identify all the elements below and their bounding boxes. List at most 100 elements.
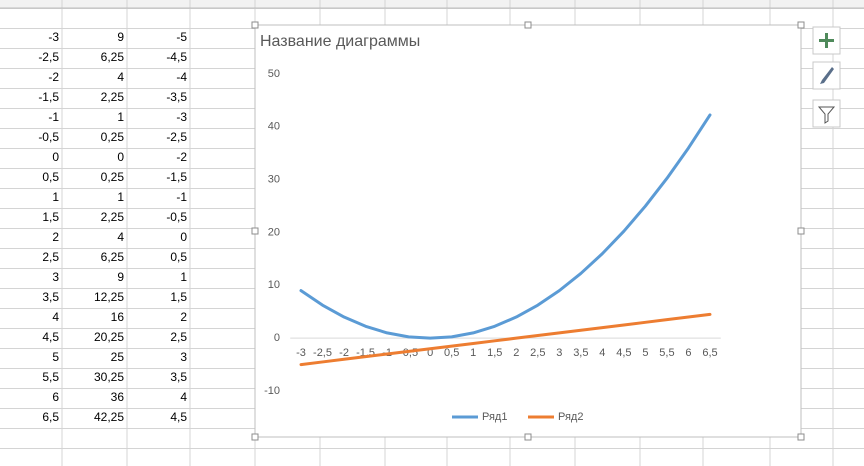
cell[interactable]: -2,5 (166, 130, 187, 144)
cell[interactable]: 3 (52, 270, 59, 284)
cell[interactable]: 1,5 (170, 290, 187, 304)
x-tick-label: 4 (599, 347, 605, 359)
cell[interactable]: 4,5 (170, 410, 187, 424)
cell[interactable]: 0,25 (101, 170, 125, 184)
cell[interactable]: 2,25 (101, 210, 125, 224)
cell[interactable]: 2,5 (170, 330, 187, 344)
cell[interactable]: -3,5 (166, 90, 187, 104)
cell[interactable]: -4,5 (166, 50, 187, 64)
cell[interactable]: 5,5 (42, 370, 59, 384)
resize-handle[interactable] (524, 433, 532, 441)
cell[interactable]: 1,5 (42, 210, 59, 224)
resize-handle[interactable] (797, 21, 805, 29)
y-tick-label: 30 (268, 174, 280, 186)
cell[interactable]: 0 (52, 150, 59, 164)
cell[interactable]: 2 (180, 310, 187, 324)
cell[interactable]: 9 (117, 30, 124, 44)
chart-buttons (812, 26, 841, 128)
cell[interactable]: 12,25 (94, 290, 124, 304)
resize-handle[interactable] (251, 433, 259, 441)
chart-frame[interactable] (254, 24, 802, 438)
cell[interactable]: 9 (117, 270, 124, 284)
x-tick-label: 5,5 (659, 347, 674, 359)
cell[interactable]: -2 (176, 150, 187, 164)
cell[interactable]: 6,25 (101, 50, 125, 64)
cell[interactable]: 6,5 (42, 410, 59, 424)
x-tick-label: 0 (427, 347, 433, 359)
cell[interactable]: 4 (52, 310, 59, 324)
chart-title[interactable]: Название диаграммы (260, 33, 420, 50)
series-line (299, 312, 712, 367)
x-tick-label: 1,5 (487, 347, 502, 359)
column-header-band (0, 0, 864, 8)
cell[interactable]: -0,5 (38, 130, 59, 144)
cell[interactable]: 6 (52, 390, 59, 404)
plus-icon (819, 33, 834, 48)
cell[interactable]: 6,25 (101, 250, 125, 264)
cell[interactable]: -2,5 (38, 50, 59, 64)
cell[interactable]: 3,5 (42, 290, 59, 304)
cell[interactable]: 2,5 (42, 250, 59, 264)
cell[interactable]: 25 (111, 350, 125, 364)
resize-handle[interactable] (251, 21, 259, 29)
cell[interactable]: 20,25 (94, 330, 124, 344)
cell[interactable]: 36 (111, 390, 125, 404)
cell[interactable]: -0,5 (166, 210, 187, 224)
cell[interactable]: -4 (176, 70, 187, 84)
cell[interactable]: 2,25 (101, 90, 125, 104)
x-tick-label: -2,5 (313, 347, 332, 359)
x-tick-label: -2 (339, 347, 349, 359)
cell[interactable]: -1 (176, 190, 187, 204)
cell[interactable]: 5 (52, 350, 59, 364)
y-tick-label: 50 (268, 68, 280, 80)
cell[interactable]: 3 (180, 350, 187, 364)
cell[interactable]: 30,25 (94, 370, 124, 384)
cell[interactable]: 4 (117, 70, 124, 84)
cell[interactable]: 0 (117, 150, 124, 164)
cell[interactable]: 1 (117, 110, 124, 124)
x-tick-label: -3 (296, 347, 306, 359)
cell[interactable]: 0 (180, 230, 187, 244)
x-tick-label: 1 (470, 347, 476, 359)
cell[interactable]: 1 (180, 270, 187, 284)
cell[interactable]: 4 (180, 390, 187, 404)
cell[interactable]: 1 (52, 190, 59, 204)
resize-handle[interactable] (797, 433, 805, 441)
cell[interactable]: 0,5 (42, 170, 59, 184)
y-tick-label: 0 (274, 332, 280, 344)
cell[interactable]: -1 (48, 110, 59, 124)
cell[interactable]: 0,5 (170, 250, 187, 264)
x-tick-label: 4,5 (616, 347, 631, 359)
filter-icon (817, 106, 836, 124)
x-tick-label: 6,5 (702, 347, 717, 359)
cell[interactable]: 16 (111, 310, 125, 324)
resize-handle[interactable] (251, 227, 259, 235)
cell[interactable]: 2 (52, 230, 59, 244)
x-tick-label: 3 (556, 347, 562, 359)
y-tick-label: -10 (264, 385, 280, 397)
y-tick-label: 40 (268, 121, 280, 133)
y-tick-label: 10 (268, 279, 280, 291)
resize-handle[interactable] (797, 227, 805, 235)
cell[interactable]: 1 (117, 190, 124, 204)
resize-handle[interactable] (524, 21, 532, 29)
cell[interactable]: 0,25 (101, 130, 125, 144)
legend-label: Ряд2 (558, 411, 583, 423)
x-tick-label: 6 (685, 347, 691, 359)
cell[interactable]: 42,25 (94, 410, 124, 424)
cell[interactable]: -1,5 (166, 170, 187, 184)
legend-label: Ряд1 (482, 411, 507, 423)
x-tick-label: 0,5 (444, 347, 459, 359)
cell[interactable]: -3 (48, 30, 59, 44)
cell[interactable]: -3 (176, 110, 187, 124)
cell[interactable]: 4,5 (42, 330, 59, 344)
cell[interactable]: 3,5 (170, 370, 187, 384)
cell[interactable]: -5 (176, 30, 187, 44)
cell[interactable]: -2 (48, 70, 59, 84)
cell[interactable]: 4 (117, 230, 124, 244)
series-line (299, 113, 712, 340)
cell[interactable]: -1,5 (38, 90, 59, 104)
